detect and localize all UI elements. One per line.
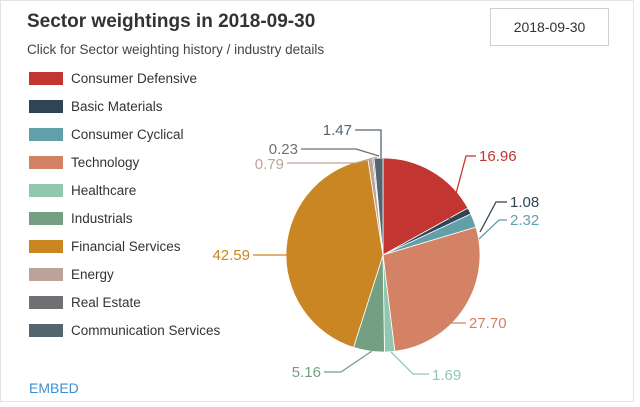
- legend-item-basic-materials[interactable]: Basic Materials: [29, 92, 220, 120]
- leader-line: [355, 129, 382, 158]
- data-label: 1.08: [510, 194, 539, 211]
- chart-legend: Consumer Defensive Basic Materials Consume…: [29, 64, 220, 345]
- legend-label: Technology: [71, 154, 140, 170]
- pie-slice-consumer-defensive[interactable]: [382, 157, 469, 256]
- leader-line: [448, 155, 476, 221]
- data-label: 0.79: [255, 156, 284, 173]
- leader-line: [287, 156, 378, 164]
- data-label: 5.16: [292, 364, 321, 381]
- legend-item-consumer-cyclical[interactable]: Consumer Cyclical: [29, 120, 220, 148]
- data-label: 16.96: [479, 148, 517, 165]
- legend-swatch: [29, 268, 63, 282]
- legend-label: Basic Materials: [71, 98, 163, 114]
- sector-weightings-card: Sector weightings in 2018-09-30 Click fo…: [0, 0, 634, 402]
- legend-label: Healthcare: [71, 182, 137, 198]
- leader-line: [478, 219, 507, 240]
- legend-item-financial-services[interactable]: Financial Services: [29, 233, 220, 261]
- legend-label: Financial Services: [71, 239, 181, 255]
- legend-label: Consumer Defensive: [71, 70, 198, 86]
- legend-swatch: [29, 71, 63, 85]
- data-label: 27.70: [469, 315, 507, 332]
- data-label: 42.59: [212, 247, 250, 264]
- legend-label: Energy: [71, 267, 114, 283]
- embed-link[interactable]: EMBED: [29, 380, 79, 396]
- legend-item-healthcare[interactable]: Healthcare: [29, 176, 220, 204]
- chart-title: Sector weightings in 2018-09-30: [27, 11, 316, 32]
- legend-item-industrials[interactable]: Industrials: [29, 204, 220, 232]
- legend-swatch: [29, 212, 63, 226]
- legend-swatch: [29, 127, 63, 141]
- legend-item-technology[interactable]: Technology: [29, 148, 220, 176]
- legend-item-communication-services[interactable]: Communication Services: [29, 317, 220, 345]
- leader-line: [301, 148, 380, 157]
- legend-item-energy[interactable]: Energy: [29, 261, 220, 289]
- data-label: 1.47: [323, 122, 352, 139]
- leader-line: [479, 201, 507, 233]
- data-label: 0.23: [269, 141, 298, 158]
- legend-label: Consumer Cyclical: [71, 126, 184, 142]
- legend-label: Communication Services: [71, 323, 221, 339]
- legend-swatch: [29, 183, 63, 197]
- legend-label: Industrials: [71, 211, 133, 227]
- legend-swatch: [29, 155, 63, 169]
- legend-swatch: [29, 99, 63, 113]
- date-selector[interactable]: 2018-09-30: [490, 8, 609, 46]
- pie-slice-financial-services[interactable]: [285, 158, 384, 348]
- leader-line: [432, 322, 466, 335]
- leader-line: [390, 351, 429, 375]
- legend-swatch: [29, 296, 63, 310]
- legend-item-real-estate[interactable]: Real Estate: [29, 289, 220, 317]
- pie-slice-technology[interactable]: [382, 226, 481, 352]
- data-label: 1.69: [432, 367, 461, 384]
- legend-swatch: [29, 240, 63, 254]
- leader-line: [324, 350, 373, 373]
- legend-label: Real Estate: [71, 295, 141, 311]
- legend-swatch: [29, 324, 63, 338]
- legend-item-consumer-defensive[interactable]: Consumer Defensive: [29, 64, 220, 92]
- data-label: 2.32: [510, 212, 539, 229]
- history-details-link[interactable]: Click for Sector weighting history / ind…: [27, 42, 325, 57]
